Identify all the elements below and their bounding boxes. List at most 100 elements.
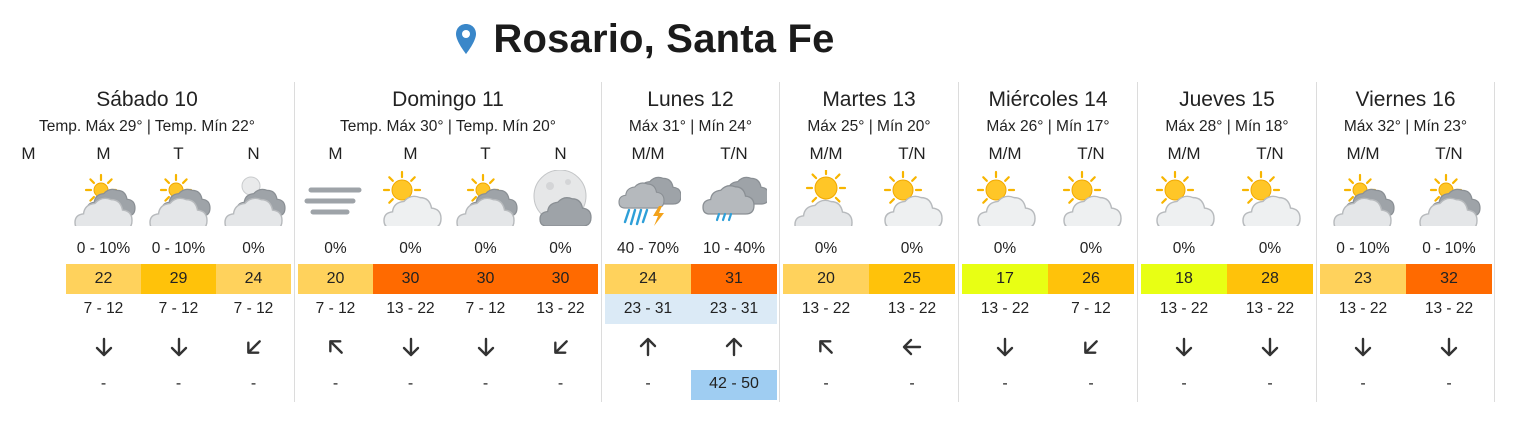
wind-direction-icon (328, 340, 343, 354)
wind-speed: 23 - 31 (605, 294, 691, 324)
day-name: Domingo 11 (392, 88, 504, 111)
day-column: Martes 13 Máx 25° | Mín 20° M/M 0% 20 13 - 2… (780, 82, 959, 402)
period-label: M/M (809, 144, 843, 163)
period-column: M/M 0% 18 13 - 22 - (1141, 82, 1227, 402)
rain-probability: 0 - 10% (1422, 240, 1476, 257)
period-label: M (21, 144, 36, 163)
map-pin-icon (456, 24, 477, 54)
day-min-max: Temp. Máx 30° | Temp. Mín 20° (339, 118, 556, 135)
rain-probability: 0% (1079, 240, 1103, 257)
wind-direction-icon (819, 340, 833, 354)
temperature-cell: 20 (783, 264, 869, 294)
day-min-max: Máx 31° | Mín 24° (628, 118, 753, 135)
wind-direction-icon (1175, 337, 1193, 357)
day-min-max: Máx 28° | Mín 18° (1165, 118, 1289, 135)
period-label: M/M (988, 144, 1022, 163)
period-column: N 0% 24 7 - 12 - (216, 82, 291, 402)
wind-gust: - (175, 375, 182, 392)
wind-gust: - (557, 375, 564, 392)
temperature-cell: 30 (448, 264, 523, 294)
thunderstorm-icon (618, 176, 681, 226)
period-label: M/M (1167, 144, 1201, 163)
wind-speed: 13 - 22 (887, 300, 937, 317)
wind-direction-icon (1440, 337, 1458, 357)
wind-direction-icon (1084, 340, 1098, 354)
period-column: M/M 0% 17 13 - 22 - (962, 82, 1048, 402)
period-column: M 0% 20 7 - 12 - (298, 82, 373, 402)
day-column: Domingo 11 Temp. Máx 30° | Temp. Mín 20° M… (295, 82, 602, 402)
temperature-cell: 17 (962, 264, 1048, 294)
rain-probability: 0% (399, 240, 422, 257)
rain-probability: 0% (549, 240, 572, 257)
temperature-cell: 22 (66, 264, 141, 294)
partly-cloudy-icon (148, 173, 211, 226)
temperature-cell: 26 (1048, 264, 1134, 294)
day-name: Martes 13 (822, 88, 916, 111)
temperature-cell: 32 (1406, 264, 1492, 294)
wind-speed: 13 - 22 (1245, 300, 1295, 317)
wind-gust: - (1446, 375, 1452, 392)
temperature-cell: 31 (691, 264, 777, 294)
period-label: T/N (898, 144, 926, 163)
period-column: M/M 0 - 10% 23 13 - 22 - (1320, 82, 1406, 402)
period-label: T (173, 144, 184, 163)
day-name: Lunes 12 (647, 88, 734, 111)
wind-speed: 7 - 12 (1071, 300, 1111, 317)
wind-gust: - (100, 375, 107, 392)
period-label: T (480, 144, 491, 163)
period-column: N 0% 30 13 - 22 - (523, 82, 598, 402)
wind-gust: - (1181, 375, 1187, 392)
cloudy-night-icon (223, 176, 286, 226)
wind-gust: - (1360, 375, 1366, 392)
period-column: T 0 - 10% 29 7 - 12 - (141, 82, 216, 402)
wind-gust: - (823, 375, 829, 392)
period-column: M/M 0% 20 13 - 22 - (783, 82, 869, 402)
period-label: N (247, 144, 260, 163)
wind-gust: - (250, 375, 257, 392)
period-column: M 0 - 10% 22 7 - 12 - (66, 82, 141, 402)
rain-probability: 0 - 10% (151, 240, 206, 257)
moon-cloud-icon (533, 170, 592, 226)
temperature-cell: 24 (605, 264, 691, 294)
rain-probability: 0% (814, 240, 838, 257)
temperature-cell: 18 (1141, 264, 1227, 294)
wind-gust: - (645, 375, 651, 392)
wind-direction-icon (246, 340, 261, 354)
rain-probability: 0% (1258, 240, 1282, 257)
wind-gust: - (332, 375, 339, 392)
day-name: Sábado 10 (96, 88, 198, 111)
wind-speed: 7 - 12 (465, 300, 506, 317)
rain-cloud-icon (702, 176, 767, 222)
period-label: M/M (631, 144, 665, 163)
period-label: T/N (1077, 144, 1105, 163)
location-title: Rosario, Santa Fe (493, 16, 835, 61)
period-label: T/N (1435, 144, 1463, 163)
day-name: Jueves 15 (1179, 88, 1275, 111)
temperature-cell: 28 (1227, 264, 1313, 294)
wind-gust: - (909, 375, 915, 392)
period-column: M/M 40 - 70% 24 23 - 31 - (605, 82, 691, 402)
partly-cloudy-icon (1333, 173, 1395, 226)
wind-direction-icon (996, 337, 1014, 357)
sun-cloud-icon (382, 170, 442, 226)
rain-probability: 0% (1172, 240, 1196, 257)
rain-probability: 0% (993, 240, 1017, 257)
wind-speed: 7 - 12 (315, 300, 356, 317)
period-column: T/N 0 - 10% 32 13 - 22 - (1406, 82, 1492, 402)
wind-gust: - (1002, 375, 1008, 392)
wind-gust: - (1088, 375, 1094, 392)
rain-probability: 0 - 10% (76, 240, 131, 257)
partly-cloudy-icon (73, 173, 136, 226)
rain-probability: 10 - 40% (702, 240, 766, 257)
location-header: Rosario, Santa Fe (0, 14, 1290, 64)
wind-speed: 13 - 22 (801, 300, 851, 317)
wind-speed: 7 - 12 (158, 300, 199, 317)
forecast-days: Sábado 10 Temp. Máx 29° | Temp. Mín 22° M M… (0, 82, 1534, 402)
wind-speed: 7 - 12 (233, 300, 274, 317)
rain-probability: 0% (900, 240, 924, 257)
wind-gust: - (407, 375, 414, 392)
period-label: N (554, 144, 567, 163)
period-label: T/N (720, 144, 748, 163)
wind-direction-icon (170, 337, 187, 357)
temperature-cell: 25 (869, 264, 955, 294)
